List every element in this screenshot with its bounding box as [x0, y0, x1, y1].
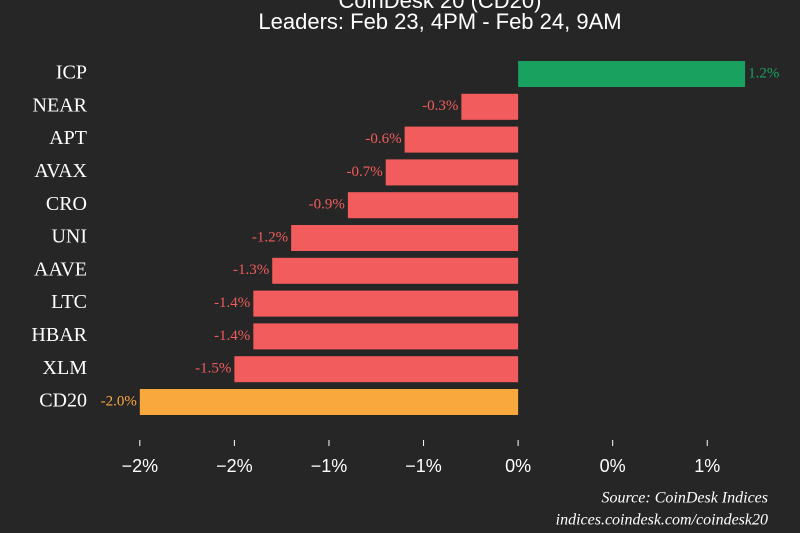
y-tick-label: HBAR: [31, 324, 87, 346]
chart-title: CoinDesk 20 (CD20): [339, 0, 542, 13]
y-tick-label: XLM: [43, 357, 88, 379]
bar: [253, 290, 519, 317]
value-label: -0.6%: [365, 131, 401, 147]
value-label: -0.7%: [346, 164, 382, 180]
value-label: -1.4%: [214, 328, 250, 344]
value-label: -2.0%: [101, 393, 137, 409]
y-tick-label: UNI: [51, 226, 87, 248]
x-tick-label: −2%: [122, 456, 159, 476]
value-label: -0.9%: [309, 197, 345, 213]
y-tick-label: NEAR: [33, 94, 88, 116]
bar: [404, 126, 519, 153]
bar: [291, 225, 519, 251]
x-tick-label: 0%: [505, 456, 531, 476]
source: Source: CoinDesk Indices: [602, 490, 768, 507]
value-label: 1.2%: [748, 65, 779, 81]
bar: [272, 257, 519, 284]
y-tick-label: CD20: [39, 390, 87, 412]
y-tick-label: AVAX: [34, 160, 87, 182]
bar: [385, 159, 519, 186]
y-tick-label: CRO: [46, 193, 87, 215]
x-tick-label: 1%: [694, 456, 720, 476]
x-tick-label: −2%: [216, 456, 253, 476]
x-tick-label: −1%: [405, 456, 442, 476]
bar: [518, 61, 746, 87]
value-label: -1.4%: [214, 295, 250, 311]
source-url: indices.coindesk.com/coindesk20: [556, 512, 768, 529]
bar: [253, 323, 519, 350]
bar: [461, 93, 519, 120]
bar: [139, 389, 519, 415]
y-tick-label: AAVE: [34, 258, 87, 280]
y-tick-label: ICP: [56, 62, 87, 84]
value-label: -1.5%: [195, 361, 231, 377]
value-label: -1.3%: [233, 262, 269, 278]
value-label: -0.3%: [422, 98, 458, 114]
chart-subtitle: Leaders: Feb 23, 4PM - Feb 24, 9AM: [258, 9, 621, 34]
x-tick-label: −1%: [311, 456, 348, 476]
y-tick-label: LTC: [51, 291, 87, 313]
bar: [347, 192, 519, 219]
bar: [234, 356, 519, 383]
x-tick-label: 0%: [600, 456, 626, 476]
value-label: -1.2%: [252, 229, 288, 245]
y-tick-label: APT: [49, 127, 87, 149]
